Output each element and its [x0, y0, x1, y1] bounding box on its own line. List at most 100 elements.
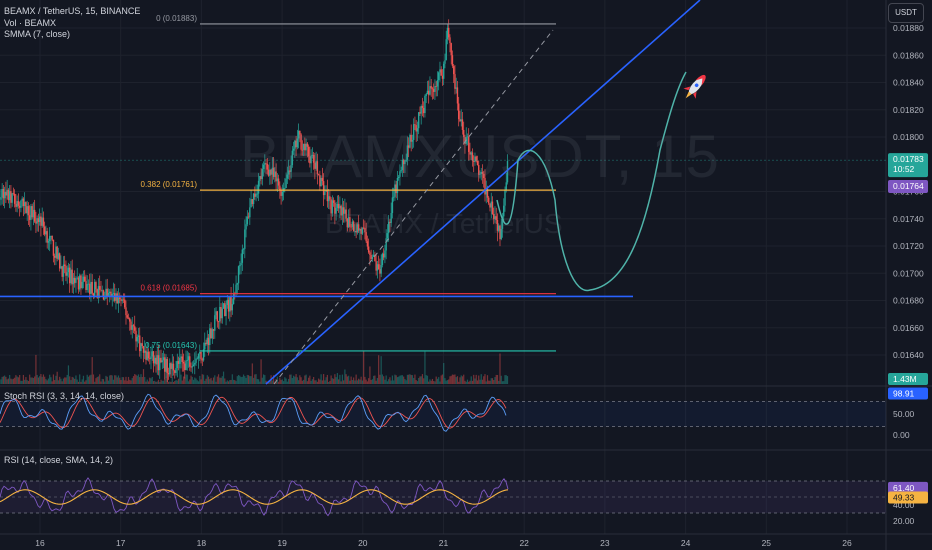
volume-bar [202, 374, 205, 384]
volume-bar [485, 381, 487, 384]
volume-bar [97, 376, 100, 384]
volume-bar [117, 375, 120, 384]
candle-body [364, 227, 366, 233]
volume-bar [232, 379, 235, 384]
stoch-rsi-legend[interactable]: Stoch RSI (3, 3, 14, 14, close) [4, 391, 125, 401]
candle-body [274, 171, 276, 177]
candle-body [159, 357, 161, 371]
candle-body [352, 221, 355, 232]
volume-bar [418, 378, 420, 384]
candle-body [67, 267, 70, 273]
currency-button[interactable]: USDT [888, 3, 924, 23]
candle-body [380, 265, 382, 274]
volume-bar [191, 376, 193, 384]
candle-body [329, 196, 331, 200]
volume-bar [252, 377, 255, 384]
candle-body [384, 250, 386, 258]
candle-body [354, 230, 356, 232]
volume-bar [86, 374, 88, 384]
volume-bar [369, 366, 371, 384]
volume-bar [226, 380, 228, 384]
candle-body [453, 66, 455, 75]
candle-body [139, 335, 141, 352]
candle-body [102, 290, 105, 300]
candle-body [450, 43, 452, 56]
volume-bar [45, 379, 47, 384]
volume-bar [172, 381, 175, 384]
candle-body [289, 170, 291, 172]
candle-body [199, 352, 201, 354]
volume-bar [345, 374, 347, 384]
volume-bar [26, 380, 28, 384]
volume-bar [219, 377, 221, 384]
candle-body [319, 175, 321, 187]
candle-body [80, 275, 82, 288]
dashed-projection-line [273, 29, 554, 385]
volume-bar [396, 377, 399, 384]
time-tick-label: 17 [116, 538, 126, 548]
candle-body [105, 288, 107, 299]
stoch-d-line [0, 396, 507, 429]
candle-body [334, 202, 336, 214]
candle-body [25, 202, 27, 214]
volume-bar [436, 378, 439, 384]
candle-body [386, 233, 389, 239]
volume-bar [84, 381, 86, 384]
fib-retracement: 0 (0.01883) 0.382 (0.01761) 0.618 (0.01685… [141, 14, 556, 352]
legend-smma[interactable]: SMMA (7, close) [4, 29, 71, 39]
time-tick-label: 25 [762, 538, 772, 548]
candle-body [101, 290, 103, 292]
legend-symbol[interactable]: BEAMX / TetherUS, 15, BINANCE [4, 6, 141, 16]
candle-body [324, 191, 326, 196]
candle-body [391, 197, 394, 213]
candle-body [372, 254, 375, 257]
volume-bar [171, 376, 173, 384]
volume-bar [488, 380, 490, 384]
volume-bar [458, 381, 460, 384]
candle-body [389, 221, 391, 223]
candle-body [242, 248, 245, 250]
candle-body [176, 361, 178, 368]
volume-bar [19, 374, 21, 384]
candle-body [280, 190, 282, 196]
candle-body [192, 364, 195, 367]
candle-body [32, 209, 35, 218]
volume-bar [159, 381, 161, 384]
volume-bar [295, 374, 297, 384]
volume-bar [500, 375, 502, 384]
rsi-legend[interactable]: RSI (14, close, SMA, 14, 2) [4, 455, 114, 465]
candle-body [486, 188, 489, 198]
candle-body [448, 27, 450, 38]
rocket-flame [685, 91, 692, 99]
candle-body [400, 170, 402, 172]
candle-body [349, 217, 351, 227]
volume-bar [27, 381, 30, 384]
candle-body [75, 278, 77, 283]
candle-body [429, 86, 431, 95]
volume-bar [15, 375, 17, 384]
candle-body [446, 27, 449, 40]
candle-body [316, 161, 319, 175]
volume-bar [429, 379, 431, 384]
candle-body [12, 193, 15, 195]
candle-body [466, 136, 469, 138]
candle-body [468, 136, 470, 152]
candle-body [437, 72, 440, 81]
candle-body [177, 361, 180, 364]
candle-body [262, 164, 265, 169]
volume-bar [107, 380, 110, 384]
volume-bar [245, 377, 247, 384]
volume-bar [294, 376, 296, 384]
candle-body [299, 130, 301, 135]
candle-body [221, 308, 224, 319]
candle-body [430, 86, 432, 89]
candle-body [71, 269, 73, 285]
volume-bar [0, 379, 2, 384]
candle-body [414, 124, 416, 126]
candle-body [149, 358, 151, 360]
candle-body [311, 154, 314, 156]
legend-volume[interactable]: Vol · BEAMX [4, 18, 57, 28]
volume-bar [154, 380, 156, 384]
volume-bar [90, 374, 92, 384]
